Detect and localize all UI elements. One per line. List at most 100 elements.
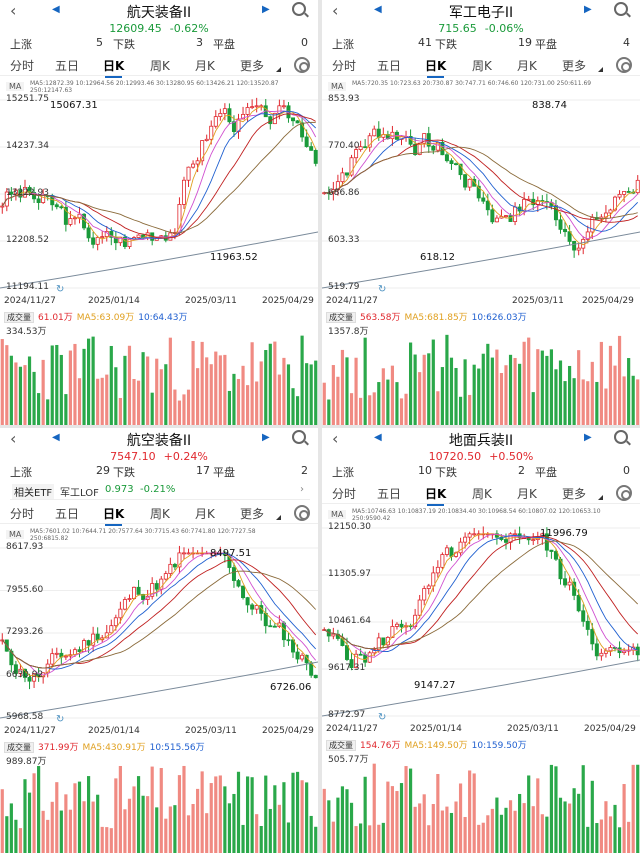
tab-3[interactable]: 周K <box>150 507 170 521</box>
rise-count: 5 <box>96 36 103 49</box>
search-icon[interactable] <box>292 2 306 16</box>
ma-toggle-button[interactable]: MA <box>6 82 25 91</box>
high-price-label: 11996.79 <box>540 528 588 539</box>
settings-gear-icon[interactable] <box>616 57 632 73</box>
y-axis-label: 11194.11 <box>6 282 49 292</box>
volume-bar <box>408 342 413 425</box>
refresh-icon[interactable]: ↻ <box>378 284 387 295</box>
volume-bar <box>18 366 23 425</box>
volume-bar <box>468 770 472 853</box>
tab-0[interactable]: 分时 <box>332 487 357 501</box>
candlestick-chart[interactable] <box>322 96 640 308</box>
y-axis-label: 7293.26 <box>6 627 44 637</box>
ma-toggle-button[interactable]: MA <box>328 82 347 91</box>
volume-toggle-button[interactable]: 成交量 <box>326 312 356 323</box>
chevron-right-icon[interactable]: › <box>300 484 304 495</box>
tab-2[interactable]: 日K <box>103 507 125 526</box>
volume-bar <box>536 349 540 425</box>
next-stock-icon[interactable]: ▶ <box>584 432 592 443</box>
refresh-icon[interactable]: ↻ <box>56 714 65 725</box>
candle-body <box>463 174 468 188</box>
tab-2[interactable]: 日K <box>425 487 447 506</box>
volume-bar <box>132 786 136 853</box>
volume-bar <box>504 365 508 425</box>
tab-4[interactable]: 月K <box>195 507 215 521</box>
settings-gear-icon[interactable] <box>294 57 310 73</box>
volume-header: 成交量 371.99万 MA5:430.91万 10:515.56万 <box>4 740 318 753</box>
back-icon[interactable]: ‹ <box>332 1 339 20</box>
candlestick-chart[interactable] <box>322 524 640 736</box>
tab-4[interactable]: 月K <box>517 487 537 501</box>
back-icon[interactable]: ‹ <box>332 429 339 448</box>
volume-bar <box>155 807 159 853</box>
volume-toggle-button[interactable]: 成交量 <box>4 312 34 323</box>
volume-bar <box>431 339 435 425</box>
search-icon[interactable] <box>292 430 306 444</box>
tab-3[interactable]: 周K <box>472 59 492 73</box>
candle-body <box>0 205 5 208</box>
prev-stock-icon[interactable]: ◀ <box>52 432 60 443</box>
prev-stock-icon[interactable]: ◀ <box>374 432 382 443</box>
ma250-line <box>322 231 640 289</box>
tab-3[interactable]: 周K <box>150 59 170 73</box>
search-icon[interactable] <box>614 2 628 16</box>
related-etf-row[interactable]: 相关ETF 军工LOF 0.973 -0.21% › <box>10 480 310 500</box>
more-dropdown-icon[interactable] <box>276 515 281 520</box>
more-dropdown-icon[interactable] <box>598 67 603 72</box>
refresh-icon[interactable]: ↻ <box>56 284 65 295</box>
ma-legend: MA5:7601.02 10:7644.71 20:7577.64 30:771… <box>0 528 318 542</box>
tab-5[interactable]: 更多 <box>562 487 587 501</box>
ma-line <box>1 113 316 239</box>
tab-0[interactable]: 分时 <box>332 59 357 73</box>
candle-body <box>18 668 23 674</box>
back-icon[interactable]: ‹ <box>10 429 17 448</box>
candle-body <box>263 612 268 627</box>
volume-bar <box>577 350 581 425</box>
tab-1[interactable]: 五日 <box>377 59 402 73</box>
candle-body <box>309 146 314 151</box>
tab-4[interactable]: 月K <box>195 59 215 73</box>
prev-stock-icon[interactable]: ◀ <box>374 4 382 15</box>
volume-bar <box>150 392 154 425</box>
volume-toggle-button[interactable]: 成交量 <box>4 742 34 753</box>
candle-body <box>32 192 37 200</box>
candlestick-chart[interactable] <box>0 96 318 308</box>
volume-axis-label: 505.77万 <box>328 755 369 765</box>
ma-toggle-button[interactable]: MA <box>328 510 347 519</box>
candle-body <box>594 643 599 657</box>
ma-toggle-button[interactable]: MA <box>6 530 25 539</box>
candlestick-chart[interactable] <box>0 544 318 738</box>
next-stock-icon[interactable]: ▶ <box>584 4 592 15</box>
tab-4[interactable]: 月K <box>517 59 537 73</box>
ma-line <box>1 552 317 676</box>
volume-bar <box>191 341 195 425</box>
volume-ma5: MA5:63.09万 <box>76 313 135 323</box>
tab-5[interactable]: 更多 <box>562 59 587 73</box>
settings-gear-icon[interactable] <box>294 505 310 521</box>
tab-5[interactable]: 更多 <box>240 59 265 73</box>
prev-stock-icon[interactable]: ◀ <box>52 4 60 15</box>
next-stock-icon[interactable]: ▶ <box>262 4 270 15</box>
volume-toggle-button[interactable]: 成交量 <box>326 740 356 751</box>
tab-1[interactable]: 五日 <box>55 507 80 521</box>
search-icon[interactable] <box>614 430 628 444</box>
more-dropdown-icon[interactable] <box>276 67 281 72</box>
candle-body <box>344 645 349 660</box>
refresh-icon[interactable]: ↻ <box>378 712 387 723</box>
tab-0[interactable]: 分时 <box>10 507 35 521</box>
tab-5[interactable]: 更多 <box>240 507 265 521</box>
tab-0[interactable]: 分时 <box>10 59 35 73</box>
more-dropdown-icon[interactable] <box>598 495 603 500</box>
volume-bar <box>540 814 544 853</box>
tab-2[interactable]: 日K <box>103 59 125 78</box>
volume-bar <box>218 355 222 425</box>
tab-2[interactable]: 日K <box>425 59 447 78</box>
volume-bar <box>581 765 585 853</box>
tab-1[interactable]: 五日 <box>377 487 402 501</box>
volume-bar <box>82 801 86 853</box>
tab-3[interactable]: 周K <box>472 487 492 501</box>
back-icon[interactable]: ‹ <box>10 1 17 20</box>
settings-gear-icon[interactable] <box>616 485 632 501</box>
tab-1[interactable]: 五日 <box>55 59 80 73</box>
next-stock-icon[interactable]: ▶ <box>262 432 270 443</box>
